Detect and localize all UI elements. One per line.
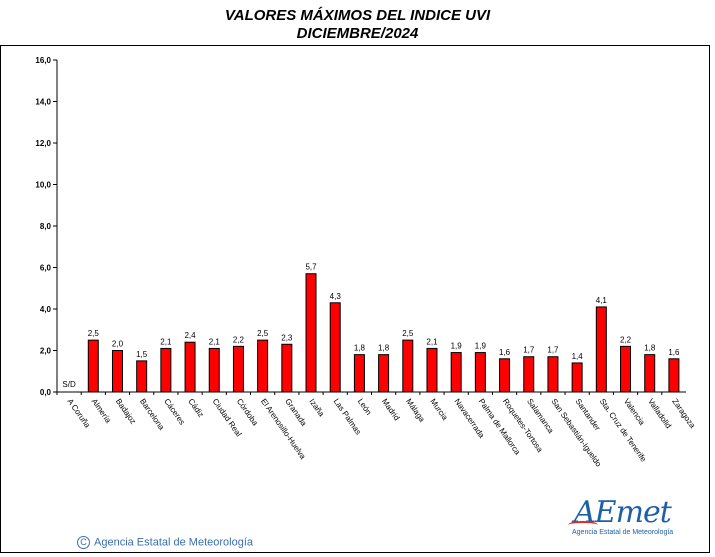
bar [160,347,172,393]
bar [668,358,680,393]
data-label: 2,1 [426,337,438,346]
data-label: 1,6 [668,348,680,357]
category-label: Badajoz [114,397,138,426]
bar [499,358,511,393]
data-label: 1,6 [499,348,511,357]
y-tick-label: 8,0 [40,222,52,231]
bar [136,360,148,393]
category-label: Cáceres [162,397,186,427]
y-tick-label: 16,0 [35,56,51,65]
y-tick-label: 4,0 [40,305,52,314]
data-label: 1,7 [547,346,559,355]
data-label: 2,1 [209,337,221,346]
copyright-icon: C [77,536,90,549]
bar [208,347,220,393]
category-label: Almería [90,397,113,425]
bar [474,352,486,393]
category-label: Granada [283,397,309,428]
bar [402,339,414,393]
bar [595,306,607,393]
data-label: 2,1 [160,337,172,346]
bar [87,339,99,393]
logo-subtitle: Agencia Estatal de Meteorología [572,529,674,536]
category-label: Izaña [307,397,326,419]
bar [305,273,317,393]
data-label: 4,1 [596,296,608,305]
data-label: 1,8 [378,344,390,353]
category-label: Murcia [428,397,449,422]
bar [571,362,583,393]
bar [257,339,269,393]
data-label: 1,8 [644,344,656,353]
y-tick-label: 10,0 [35,181,51,190]
data-label: 1,4 [572,352,584,361]
data-label-no-data: S/D [62,380,76,389]
data-label: 1,5 [136,350,148,359]
category-label: Málaga [404,397,427,424]
bar [184,341,196,393]
category-label: Valladolid [646,397,673,430]
y-tick-label: 12,0 [35,139,51,148]
bar [620,345,632,393]
bar [378,354,390,393]
category-label: Zaragoza [670,397,697,430]
y-tick-label: 6,0 [40,264,52,273]
category-label: El Arenosillo-Huelva [259,397,308,461]
aemet-logo: AEmet Agencia Estatal de Meteorología [566,495,673,541]
data-label: 2,5 [257,329,269,338]
bar [450,352,462,393]
bar [426,347,438,393]
y-tick-label: 0,0 [40,388,52,397]
category-label: León [356,397,374,417]
bar [644,354,656,393]
y-tick-label: 2,0 [40,347,52,356]
category-label: Córdoba [235,397,260,428]
data-label: 1,9 [475,342,487,351]
data-label: 1,8 [354,344,366,353]
category-label: Madrid [380,397,401,422]
bar [547,356,559,393]
data-label: 2,3 [281,333,293,342]
category-label: Sta. Cruz de Tenerife [598,397,649,464]
agency-name: Agencia Estatal de Meteorología [94,536,253,549]
data-label: 1,7 [523,346,535,355]
data-label: 5,7 [305,263,317,272]
bar [111,350,123,393]
chart-title-line1: VALORES MÁXIMOS DEL INDICE UVI [224,7,491,24]
data-label: 2,0 [112,340,124,349]
data-label: 2,4 [184,331,196,340]
bar [232,345,244,393]
y-tick-label: 14,0 [35,98,51,107]
bar [281,343,293,393]
data-label: 4,3 [330,292,342,301]
data-label: 2,5 [402,329,414,338]
chart-title-line2: DICIEMBRE/2024 [296,25,419,42]
copyright-note: C Agencia Estatal de Meteorología [77,536,253,549]
chart-frame [0,45,710,553]
category-label: A Coruña [65,397,92,430]
category-label: Barcelona [138,397,166,432]
bar [523,356,535,393]
logo-swoosh-icon [568,521,598,529]
data-label: 2,5 [88,329,100,338]
data-label: 2,2 [620,335,632,344]
bar [353,354,365,393]
category-label: Cádiz [186,397,205,419]
category-label: San Sebastián-Igueldo [549,397,603,469]
bar [329,302,341,393]
category-label: Valencia [622,397,647,427]
data-label: 1,9 [451,342,463,351]
data-label: 2,2 [233,335,245,344]
